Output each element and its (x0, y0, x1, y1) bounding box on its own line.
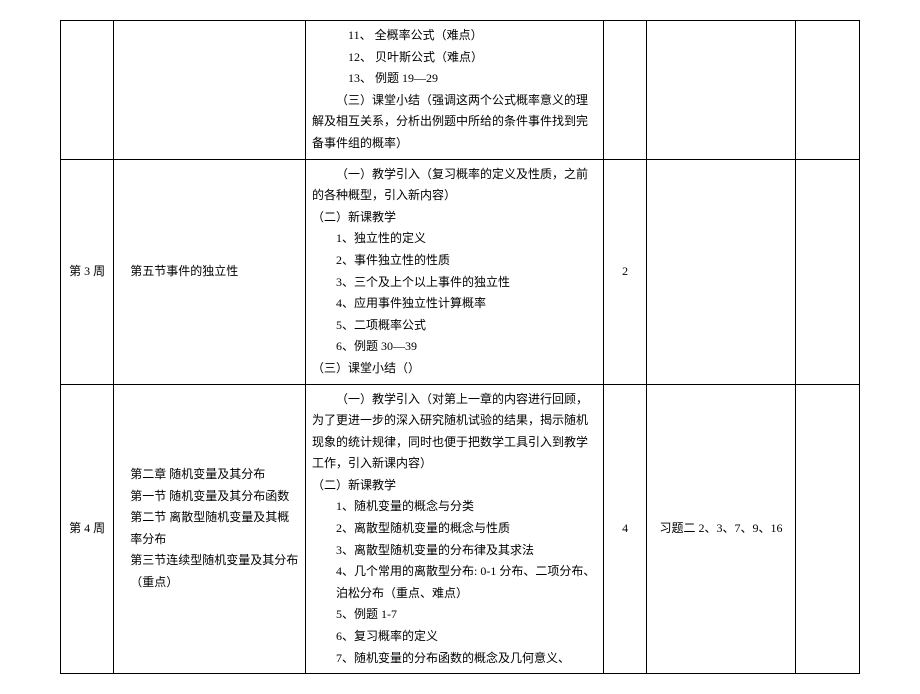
content-item: 11、 全概率公式（难点） (312, 25, 597, 47)
hours-cell: 4 (604, 384, 647, 674)
content-cell: （一）教学引入（复习概率的定义及性质，之前的各种概型，引入新内容） （二）新课教… (306, 159, 604, 384)
hours-cell (604, 21, 647, 160)
content-item: 2、离散型随机变量的概念与性质 (312, 518, 597, 540)
content-item: 2、事件独立性的性质 (312, 250, 597, 272)
table-row: 11、 全概率公式（难点） 12、 贝叶斯公式（难点） 13、 例题 19—29… (61, 21, 860, 160)
syllabus-table: 11、 全概率公式（难点） 12、 贝叶斯公式（难点） 13、 例题 19—29… (60, 20, 860, 674)
content-subhead: （二）新课教学 (312, 210, 396, 224)
hours-cell: 2 (604, 159, 647, 384)
content-item: 6、例题 30—39 (312, 336, 597, 358)
content-item: 4、几个常用的离散型分布: 0-1 分布、二项分布、泊松分布（重点、难点） (312, 561, 597, 604)
section-line: 第一节 随机变量及其分布函数 (130, 486, 299, 508)
table-row: 第 3 周 第五节事件的独立性 （一）教学引入（复习概率的定义及性质，之前的各种… (61, 159, 860, 384)
content-item: 3、离散型随机变量的分布律及其求法 (312, 540, 597, 562)
content-item: 4、应用事件独立性计算概率 (312, 293, 597, 315)
content-item: 5、例题 1-7 (312, 604, 597, 626)
content-intro: （一）教学引入（对第上一章的内容进行回顾，为了更进一步的深入研究随机试验的结果，… (312, 389, 597, 475)
section-line: 第二节 离散型随机变量及其概率分布 (130, 507, 299, 550)
content-item: 12、 贝叶斯公式（难点） (312, 47, 597, 69)
content-item: 3、三个及上个以上事件的独立性 (312, 272, 597, 294)
section-cell: 第五节事件的独立性 (114, 159, 306, 384)
content-summary: （三）课堂小结（） (312, 361, 420, 375)
content-item: 1、随机变量的概念与分类 (312, 496, 597, 518)
content-summary: （三）课堂小结（强调这两个公式概率意义的理解及相互关系，分析出例题中所给的条件事… (312, 90, 597, 155)
exercise-cell: 习题二 2、3、7、9、16 (646, 384, 795, 674)
content-item: 6、复习概率的定义 (312, 626, 597, 648)
section-line: 第二章 随机变量及其分布 (130, 464, 299, 486)
exercise-cell (646, 21, 795, 160)
week-cell: 第 4 周 (61, 384, 114, 674)
content-item: 5、二项概率公式 (312, 315, 597, 337)
content-cell: 11、 全概率公式（难点） 12、 贝叶斯公式（难点） 13、 例题 19—29… (306, 21, 604, 160)
section-cell: 第二章 随机变量及其分布 第一节 随机变量及其分布函数 第二节 离散型随机变量及… (114, 384, 306, 674)
content-intro: （一）教学引入（复习概率的定义及性质，之前的各种概型，引入新内容） (312, 164, 597, 207)
note-cell (796, 384, 860, 674)
content-cell: （一）教学引入（对第上一章的内容进行回顾，为了更进一步的深入研究随机试验的结果，… (306, 384, 604, 674)
content-subhead: （二）新课教学 (312, 478, 396, 492)
note-cell (796, 21, 860, 160)
week-cell (61, 21, 114, 160)
week-cell: 第 3 周 (61, 159, 114, 384)
section-cell (114, 21, 306, 160)
exercise-cell (646, 159, 795, 384)
table-row: 第 4 周 第二章 随机变量及其分布 第一节 随机变量及其分布函数 第二节 离散… (61, 384, 860, 674)
note-cell (796, 159, 860, 384)
content-item: 1、独立性的定义 (312, 228, 597, 250)
section-line: 第三节连续型随机变量及其分布（重点） (130, 550, 299, 593)
content-item: 13、 例题 19—29 (312, 68, 597, 90)
